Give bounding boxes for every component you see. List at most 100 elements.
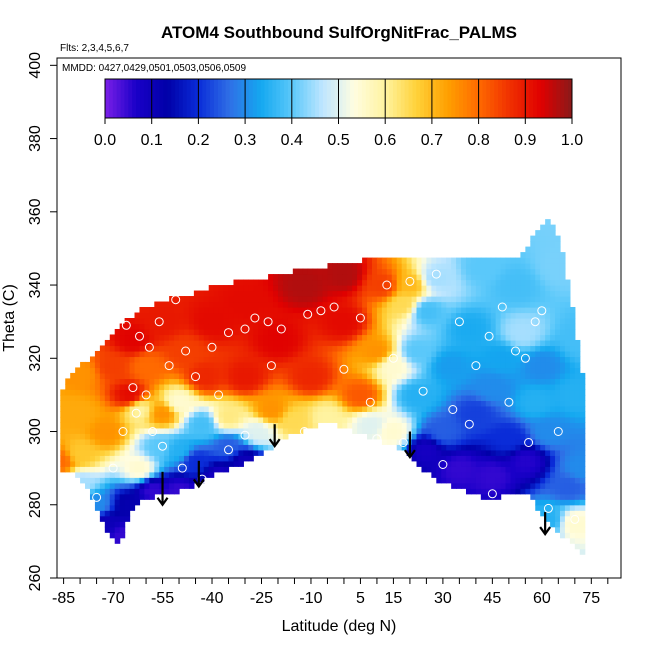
field-cell <box>248 400 254 407</box>
field-cell <box>431 389 437 396</box>
field-cell <box>421 455 428 462</box>
field-cell <box>559 257 566 264</box>
field-cell <box>446 367 452 374</box>
field-cell <box>124 345 131 352</box>
field-cell <box>174 318 180 325</box>
field-cell <box>500 438 507 445</box>
field-cell <box>243 389 249 396</box>
field-cell <box>144 438 150 445</box>
field-cell <box>347 307 353 314</box>
field-cell <box>550 460 556 467</box>
field-cell <box>396 296 403 303</box>
field-cell <box>406 301 413 308</box>
field-cell <box>411 279 418 286</box>
arrow-head <box>539 526 552 536</box>
field-cell <box>277 405 284 412</box>
field-cell <box>287 301 294 308</box>
field-cell <box>362 427 368 434</box>
field-cell <box>525 323 531 330</box>
field-cell <box>193 422 200 429</box>
field-cell <box>550 339 556 347</box>
field-cell <box>500 334 507 341</box>
field-cell <box>263 433 269 440</box>
field-cell <box>465 471 472 478</box>
field-cell <box>569 488 576 495</box>
dates-note: MMDD: 0427,0429,0501,0503,0506,0509 <box>62 63 246 74</box>
field-cell <box>461 356 467 363</box>
field-cell <box>480 334 487 341</box>
observation-point <box>471 361 481 371</box>
colorbar-segment <box>342 79 347 118</box>
field-cell <box>322 285 329 292</box>
field-cell <box>99 422 106 429</box>
x-tick-label: -85 <box>52 590 75 607</box>
field-cell <box>500 367 507 374</box>
field-cell <box>327 405 334 412</box>
field-cell <box>357 290 363 297</box>
field-cell <box>109 510 116 517</box>
field-cell <box>174 356 180 363</box>
field-cell <box>248 328 254 336</box>
field-cell <box>574 543 581 550</box>
field-cell <box>347 268 353 275</box>
field-cell <box>426 274 432 281</box>
field-cell <box>545 356 551 363</box>
field-cell <box>188 356 195 363</box>
field-cell <box>89 400 96 407</box>
field-cell <box>208 411 215 418</box>
field-cell <box>357 378 363 385</box>
field-cell <box>174 411 180 418</box>
field-cell <box>525 339 531 347</box>
field-cell <box>426 328 432 336</box>
field-cell <box>441 460 447 467</box>
field-cell <box>183 350 190 358</box>
field-cell <box>193 455 200 462</box>
field-cell <box>495 301 502 308</box>
field-cell <box>352 279 358 286</box>
field-cell <box>520 488 526 495</box>
field-cell <box>188 438 195 445</box>
field-cell <box>292 367 299 374</box>
field-cell <box>119 400 126 407</box>
field-cell <box>401 350 408 358</box>
field-cell <box>485 438 492 445</box>
field-cell <box>193 334 200 341</box>
field-cell <box>188 389 195 396</box>
field-cell <box>174 400 180 407</box>
field-cell <box>134 493 141 500</box>
y-tick-label: 360 <box>27 198 44 225</box>
field-cell <box>559 367 566 374</box>
field-cell <box>574 537 581 544</box>
field-cell <box>436 444 442 451</box>
field-cell <box>495 328 502 336</box>
field-cell <box>228 438 235 445</box>
field-cell <box>446 301 452 308</box>
field-cell <box>475 455 482 462</box>
field-cell <box>386 350 393 358</box>
field-cell <box>505 356 512 363</box>
field-cell <box>179 372 185 380</box>
field-cell <box>342 307 348 314</box>
field-cell <box>164 444 170 451</box>
field-cell <box>144 372 150 380</box>
x-tick-label: -25 <box>250 590 273 607</box>
field-cell <box>85 416 91 423</box>
field-cell <box>263 307 269 314</box>
field-cell <box>114 416 121 423</box>
field-cell <box>367 263 373 270</box>
field-cell <box>258 350 264 358</box>
field-cell <box>322 312 329 319</box>
field-cell <box>129 493 136 500</box>
field-cell <box>60 444 66 451</box>
field-cell <box>134 339 141 347</box>
field-cell <box>99 383 106 391</box>
field-cell <box>277 378 284 385</box>
field-cell <box>248 345 254 352</box>
field-cell <box>391 422 398 429</box>
field-cell <box>510 460 517 467</box>
field-cell <box>431 471 437 478</box>
field-cell <box>505 345 512 352</box>
field-cell <box>396 427 403 434</box>
field-cell <box>144 323 150 330</box>
field-cell <box>416 356 423 363</box>
